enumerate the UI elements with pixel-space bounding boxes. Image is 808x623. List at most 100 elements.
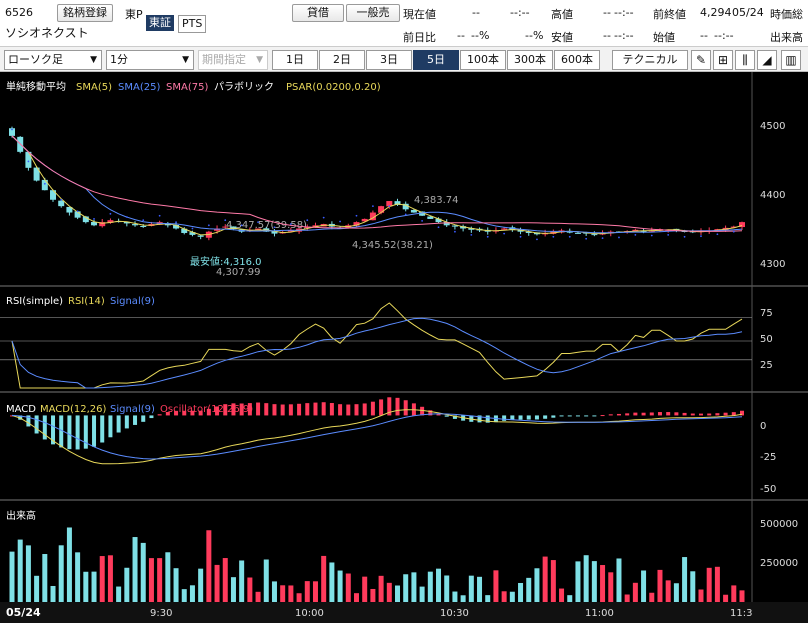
- grid-icon[interactable]: ⊞: [713, 50, 733, 70]
- chart-type-select[interactable]: ローソク足 ▼: [4, 50, 102, 70]
- volume-bar: [600, 565, 606, 602]
- psar-dot: [240, 224, 243, 227]
- more-icon[interactable]: ▥: [781, 50, 801, 70]
- oscillator-bar: [502, 415, 507, 421]
- candle-body: [402, 203, 409, 210]
- volume-bar: [386, 582, 392, 602]
- volume-bar: [567, 595, 573, 602]
- period-value: 期間指定: [202, 53, 246, 66]
- range-3d-button[interactable]: 3日: [366, 50, 412, 70]
- volume-bar: [690, 571, 696, 602]
- oscillator-bar: [723, 412, 728, 416]
- split-icon[interactable]: ⫼: [735, 50, 755, 70]
- candle-body: [468, 228, 475, 230]
- candle-body: [574, 232, 581, 234]
- oscillator-bar: [608, 414, 613, 416]
- low-value: --: [603, 29, 611, 42]
- quote-header: 6526 銘柄登録 東P ソシオネクスト 東証 PTS 貸借 一般売 現在値 -…: [0, 0, 808, 46]
- oscillator-bar: [600, 415, 605, 417]
- sma25-line: [11, 135, 743, 234]
- register-button[interactable]: 銘柄登録: [57, 4, 113, 22]
- tab-pts[interactable]: PTS: [178, 15, 207, 33]
- psar-dot: [191, 227, 194, 230]
- short-sell-button[interactable]: 一般売: [346, 4, 400, 22]
- candle-body: [50, 190, 57, 200]
- oscillator-bar: [297, 403, 302, 416]
- volume-bar: [132, 537, 138, 602]
- candle-body: [271, 230, 278, 234]
- oscillator-bar: [551, 415, 556, 418]
- oscillator-bar: [543, 415, 548, 419]
- psar-dot: [618, 236, 620, 239]
- legend-oscillator: Oscillator(12,26,9): [160, 404, 253, 415]
- oscillator-bar: [534, 415, 539, 420]
- rsi14-line: [11, 302, 743, 389]
- range-5d-button[interactable]: 5日: [413, 50, 459, 70]
- range-2d-button[interactable]: 2日: [319, 50, 365, 70]
- volume-bar: [468, 575, 474, 602]
- legend-psar: PSAR(0.0200,0.20): [286, 82, 381, 93]
- chart-area[interactable]: 単純移動平均 SMA(5) SMA(25) SMA(75) パラボリック PSA…: [0, 72, 808, 623]
- legend-sma25: SMA(25): [118, 82, 160, 93]
- mcap-label: 時価総: [770, 8, 803, 21]
- oscillator-bar: [444, 415, 449, 417]
- oscillator-bar: [272, 404, 277, 416]
- range-600-button[interactable]: 600本: [554, 50, 600, 70]
- candle-body: [197, 235, 204, 237]
- psar-dot: [732, 230, 735, 233]
- candle-body: [91, 221, 98, 226]
- oscillator-bar: [256, 402, 261, 416]
- oscillator-bar: [264, 403, 269, 416]
- y-tick-vol-250000: 250000: [760, 558, 798, 569]
- volume-bar: [173, 568, 179, 602]
- pen-icon[interactable]: ✎: [691, 50, 711, 70]
- chevron-down-icon: ▼: [90, 55, 97, 65]
- volume-bar: [370, 588, 376, 602]
- volume-bar: [608, 572, 614, 602]
- psar-dot: [306, 219, 309, 222]
- period-select[interactable]: 期間指定 ▼: [198, 50, 268, 70]
- interval-value: 1分: [110, 53, 128, 66]
- psar-dot: [11, 128, 13, 131]
- range-300-button[interactable]: 300本: [507, 50, 553, 70]
- macd-line: [11, 409, 743, 465]
- candle-body: [591, 234, 598, 236]
- oscillator-bar: [34, 415, 39, 434]
- y-tick-rsi-50: 50: [760, 334, 773, 345]
- chart-type-value: ローソク足: [8, 53, 63, 66]
- technical-button[interactable]: テクニカル: [612, 50, 688, 70]
- chart-canvas[interactable]: 単純移動平均 SMA(5) SMA(25) SMA(75) パラボリック PSA…: [0, 72, 808, 623]
- oscillator-bar: [592, 415, 597, 417]
- range-1d-button[interactable]: 1日: [272, 50, 318, 70]
- chevron-down-icon: ▼: [256, 55, 263, 65]
- volume-bar: [616, 558, 622, 602]
- candle-body: [427, 216, 434, 219]
- oscillator-bar: [321, 402, 326, 416]
- oscillator-bar: [10, 415, 14, 417]
- open-value: --: [700, 29, 708, 42]
- rsi-pane-title: RSI(simple): [6, 296, 63, 307]
- candle-body: [82, 216, 89, 223]
- area-chart-icon[interactable]: ◢: [757, 50, 777, 70]
- volume-bar: [395, 585, 401, 602]
- chart-toolbar: ローソク足 ▼ 1分 ▼ 期間指定 ▼ 1日 2日 3日 5日 100本 300…: [0, 46, 808, 72]
- prev-close-date: 05/24: [732, 6, 764, 19]
- oscillator-bar: [174, 410, 179, 416]
- psar-dot: [322, 216, 325, 219]
- oscillator-bar: [395, 397, 400, 416]
- psar-dot: [175, 221, 177, 224]
- candle-body: [25, 151, 32, 168]
- oscillator-bar: [305, 403, 310, 416]
- volume-bar: [485, 595, 491, 602]
- range-100-button[interactable]: 100本: [460, 50, 506, 70]
- volume-bar: [25, 545, 31, 602]
- candle-body: [460, 226, 467, 229]
- oscillator-bar: [666, 412, 671, 416]
- oscillator-bar: [387, 397, 392, 416]
- oscillator-bar: [124, 415, 129, 429]
- lending-button[interactable]: 貸借: [292, 4, 344, 22]
- volume-bar: [665, 580, 671, 602]
- interval-select[interactable]: 1分 ▼: [106, 50, 194, 70]
- x-tick-0930: 9:30: [150, 608, 172, 619]
- tab-tse[interactable]: 東証: [146, 15, 174, 31]
